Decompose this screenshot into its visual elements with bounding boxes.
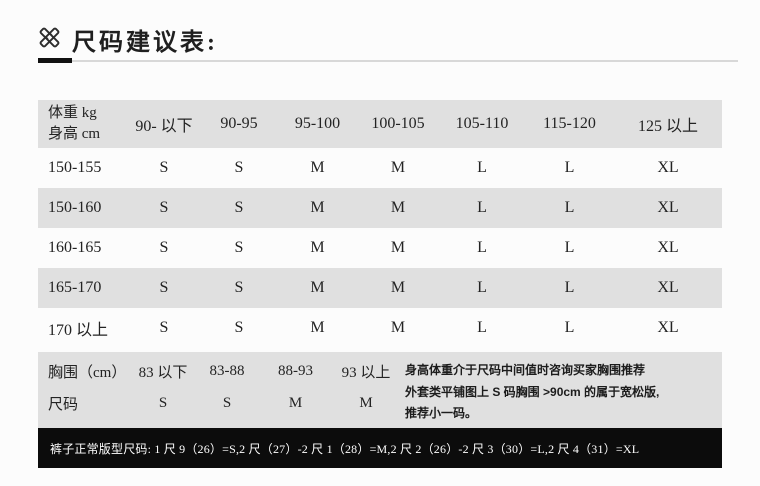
size-cell: S xyxy=(159,199,169,216)
chest-row-label: 尺码 xyxy=(48,397,79,413)
size-cell: M xyxy=(390,239,406,256)
size-cell: S xyxy=(234,239,244,256)
size-table-row: 150-155 S S M M L L XL xyxy=(38,148,722,188)
weight-column-header: 115-120 xyxy=(543,115,596,132)
size-cell: M xyxy=(310,319,325,336)
underline-accent xyxy=(38,58,72,63)
chest-size-cell: M xyxy=(359,395,373,411)
size-cell: M xyxy=(390,319,406,336)
weight-column-header: 90- 以下 xyxy=(135,118,193,135)
chest-size-grid: 胸围（cm） 83 以下 83-88 88-93 93 以上尺码 S S M M xyxy=(38,361,402,414)
size-cell: L xyxy=(477,199,487,216)
size-cell: L xyxy=(564,199,575,216)
size-cell: S xyxy=(234,199,244,216)
chest-note-line: 外套类平铺图上 S 码胸围 >90cm 的属于宽松版, xyxy=(405,384,660,399)
weight-column-header: 90-95 xyxy=(220,115,258,132)
size-cell: S xyxy=(234,159,244,176)
chest-range-cell: 83-88 xyxy=(209,363,245,379)
chest-size-cell: S xyxy=(222,395,232,411)
pants-size-bar: 裤子正常版型尺码: 1 尺 9（26）=S,2 尺（27）-2 尺 1（28）=… xyxy=(38,428,722,468)
size-table-row: 160-165 S S M M L L XL xyxy=(38,228,722,268)
size-cell: S xyxy=(159,279,169,296)
size-cell: XL xyxy=(657,319,679,336)
page-title: 尺码建议表: xyxy=(72,30,218,56)
size-cell: M xyxy=(310,239,325,256)
size-cell: L xyxy=(564,159,575,176)
weight-column-header: 100-105 xyxy=(371,115,425,132)
weight-column-header: 105-110 xyxy=(455,115,509,132)
height-range-cell: 165-170 xyxy=(48,279,102,296)
pants-size-note: 裤子正常版型尺码: 1 尺 9（26）=S,2 尺（27）-2 尺 1（28）=… xyxy=(50,441,640,456)
corner-header-height: 身高 cm xyxy=(48,126,101,142)
chest-note-line: 推荐小一码。 xyxy=(405,406,478,421)
chest-range-cell: 83 以下 xyxy=(138,365,188,381)
size-cell: S xyxy=(159,239,169,256)
size-cell: M xyxy=(390,279,406,296)
height-range-cell: 150-160 xyxy=(48,199,102,216)
size-cell: M xyxy=(390,199,406,216)
corner-header-weight: 体重 kg xyxy=(48,105,97,121)
corner-header-cell: 体重 kg 身高 cm xyxy=(38,103,128,145)
size-cell: M xyxy=(310,199,325,216)
size-cell: XL xyxy=(657,239,679,256)
size-cell: S xyxy=(234,319,244,336)
size-table-row: 150-160 S S M M L L XL xyxy=(38,188,722,228)
size-cell: XL xyxy=(657,199,679,216)
underline-rule xyxy=(72,59,738,62)
weight-column-header: 125 以上 xyxy=(637,118,698,135)
size-table: 体重 kg 身高 cm 90- 以下 90-95 95-100 100-105 105-… xyxy=(38,100,722,348)
chest-note-line: 身高体重介于尺码中间值时咨询买家胸围推荐 xyxy=(405,363,646,377)
size-cell: XL xyxy=(657,279,679,296)
chest-notes: 身高体重介于尺码中间值时咨询买家胸围推荐 外套类平铺图上 S 码胸围 >90cm … xyxy=(405,360,659,425)
size-cell: L xyxy=(564,279,575,296)
size-cell: M xyxy=(310,279,325,296)
size-cell: S xyxy=(159,319,169,336)
height-range-cell: 150-155 xyxy=(48,159,102,176)
size-cell: S xyxy=(159,159,169,176)
size-table-row: 170 以上 S S M M L L XL xyxy=(38,308,722,348)
chest-range-cell: 88-93 xyxy=(278,363,313,379)
chest-section: 胸围（cm） 83 以下 83-88 88-93 93 以上尺码 S S M M 身高体重介于尺… xyxy=(38,352,722,428)
title-underline xyxy=(38,58,738,63)
size-cell: M xyxy=(390,159,406,176)
height-range-cell: 160-165 xyxy=(48,239,102,256)
size-cell: L xyxy=(564,239,575,256)
size-table-row: 165-170 S S M M L L XL xyxy=(38,268,722,308)
chest-size-cell: M xyxy=(288,395,303,411)
chest-size-cell: S xyxy=(158,395,168,411)
size-cell: L xyxy=(477,239,487,256)
size-cell: L xyxy=(477,159,487,176)
size-cell: M xyxy=(310,159,325,176)
ruler-pencil-icon xyxy=(36,24,63,56)
size-cell: L xyxy=(477,319,487,336)
height-range-cell: 170 以上 xyxy=(48,322,109,339)
size-cell: L xyxy=(564,319,575,336)
size-cell: L xyxy=(477,279,487,296)
table-header-row: 体重 kg 身高 cm 90- 以下 90-95 95-100 100-105 105-… xyxy=(38,100,722,148)
weight-column-header: 95-100 xyxy=(294,115,341,132)
size-cell: S xyxy=(234,279,244,296)
chest-row-label: 胸围（cm） xyxy=(48,365,127,381)
size-cell: XL xyxy=(657,159,679,176)
chest-range-cell: 93 以上 xyxy=(341,365,391,381)
page-header: 尺码建议表: xyxy=(36,22,218,57)
